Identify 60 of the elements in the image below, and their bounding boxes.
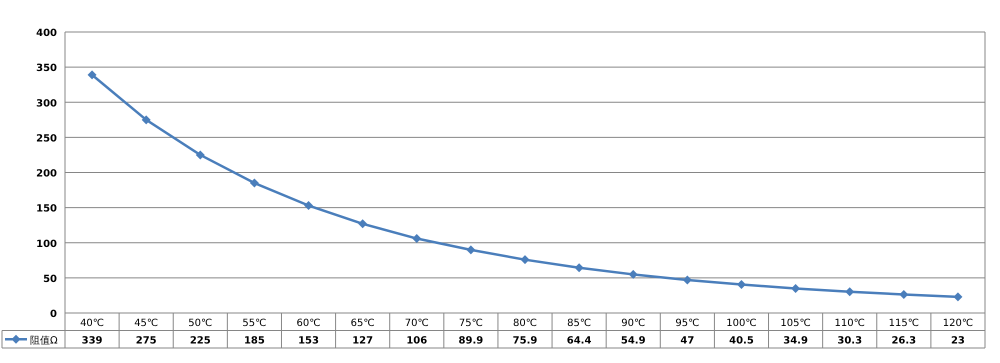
data-label: 339 (82, 336, 103, 346)
point (142, 115, 151, 124)
data-label: 64.4 (566, 336, 592, 346)
point (358, 219, 368, 228)
x-tick-label: 45℃ (134, 318, 158, 329)
point (845, 287, 854, 296)
x-tick-label: 115℃ (888, 318, 919, 329)
point (196, 150, 205, 160)
data-label: 275 (136, 336, 157, 346)
data-label: 26.3 (891, 336, 916, 346)
data-label: 23 (950, 336, 965, 346)
point (304, 201, 314, 210)
y-tick-label: 250 (36, 133, 58, 144)
x-tick-label: 100℃ (726, 318, 757, 329)
data-label: 47 (680, 336, 694, 346)
x-tick-label: 105℃ (780, 318, 811, 329)
data-label: 40.5 (729, 336, 754, 346)
data-label: 225 (190, 336, 211, 346)
point (412, 234, 422, 244)
x-tick-label: 40℃ (80, 318, 104, 329)
x-tick-label: 90℃ (621, 318, 646, 329)
y-tick-label: 400 (36, 28, 58, 39)
point (899, 290, 908, 300)
point (250, 178, 259, 188)
y-tick-label: 200 (36, 168, 58, 180)
point (736, 280, 746, 290)
data-label: 75.9 (512, 336, 538, 346)
x-tick-label: 80℃ (513, 318, 537, 329)
y-tick-label: 150 (36, 204, 58, 215)
data-label: 106 (406, 336, 428, 346)
y-tick-label: 0 (50, 309, 58, 320)
data-label: 34.9 (783, 336, 808, 346)
x-tick-label: 55℃ (242, 318, 266, 329)
x-tick-label: 75℃ (458, 318, 483, 329)
point (574, 263, 584, 272)
legend: 阻值Ω (5, 334, 58, 346)
data-label: 30.3 (837, 336, 862, 346)
point (88, 70, 97, 80)
data-label: 89.9 (458, 336, 484, 346)
y-tick-label: 100 (36, 238, 58, 250)
point (466, 245, 476, 254)
legend-label: 阻值Ω (30, 335, 58, 346)
x-tick-label: 70℃ (404, 318, 429, 329)
x-tick-label: 95℃ (675, 318, 700, 329)
x-tick-label: 85℃ (567, 318, 592, 329)
data-label: 127 (352, 336, 374, 346)
point (682, 275, 692, 284)
x-tick-label: 120℃ (942, 318, 974, 329)
data-label: 153 (298, 336, 320, 346)
data-label: 185 (244, 336, 265, 346)
x-tick-label: 65℃ (350, 318, 375, 329)
y-tick-label: 300 (36, 98, 58, 110)
point (520, 255, 530, 264)
y-tick-label: 350 (36, 63, 58, 74)
x-tick-label: 60℃ (296, 318, 321, 329)
x-tick-label: 110℃ (834, 318, 865, 329)
y-tick-label: 50 (43, 274, 58, 285)
point (628, 270, 638, 279)
data-label: 54.9 (620, 336, 646, 346)
x-tick-label: 50℃ (188, 318, 212, 329)
